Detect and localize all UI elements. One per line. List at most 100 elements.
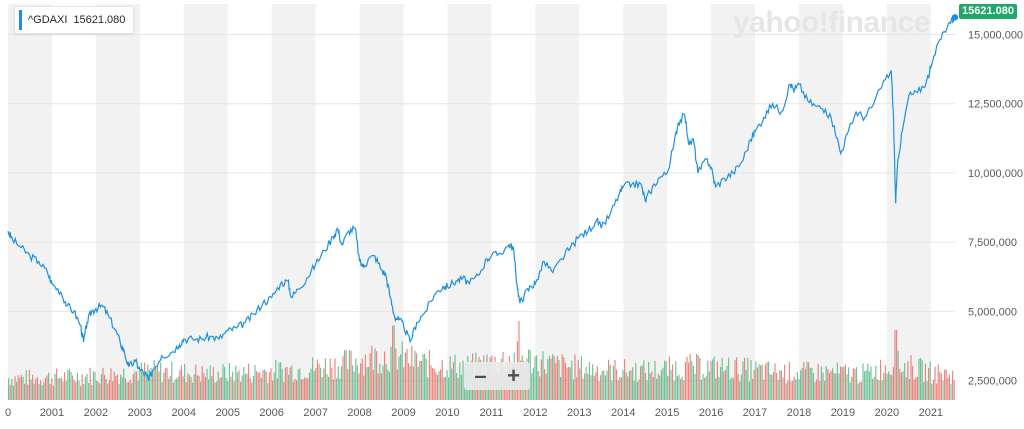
volume-bar [329,358,331,400]
volume-bar [849,382,851,400]
volume-bar [792,380,794,400]
volume-bar [734,360,736,400]
volume-bar [705,376,707,400]
volume-bar [334,358,336,400]
volume-bar [33,383,35,400]
volume-bar [625,372,627,400]
volume-bar [244,373,246,400]
volume-bar [737,373,739,400]
volume-bar [41,385,43,400]
year-band [183,4,228,400]
volume-bar [145,371,147,400]
volume-bar [230,376,232,400]
volume-bar [820,366,822,400]
volume-bar [910,355,912,400]
volume-bar [540,359,542,400]
volume-bar [166,367,168,400]
volume-bar [886,373,888,400]
volume-bar [427,377,429,400]
volume-bar [536,355,538,400]
volume-bar [598,381,600,400]
volume-bar [561,354,563,400]
volume-bar [649,373,651,400]
volume-bar [593,375,595,400]
volume-bar [452,362,454,400]
volume-bar [177,376,179,400]
volume-bar [611,380,613,400]
year-band [798,4,843,400]
volume-bar [638,379,640,400]
volume-bar [308,372,310,400]
volume-bar [379,363,381,400]
volume-bar [699,357,701,400]
volume-bar [352,365,354,400]
volume-bar [300,379,302,400]
volume-bar [179,370,181,400]
year-band [95,4,140,400]
zoom-in-button[interactable]: + [507,363,520,388]
volume-bar [628,371,630,400]
volume-bar [401,341,403,400]
volume-bar [422,354,424,400]
volume-bar [580,355,582,400]
volume-bar [110,368,112,400]
volume-bar [587,373,589,400]
volume-bar [763,379,765,400]
volume-bar [774,363,776,400]
volume-bar [657,373,659,400]
volume-bar [672,364,674,400]
volume-bar [204,377,206,400]
volume-bar [790,381,792,400]
volume-bar [860,381,862,400]
volume-bar [731,377,733,400]
volume-bar [316,359,318,400]
y-axis: 2,500,000 5,000,000 7,500,000 10,000,000 12,… [968,29,1023,387]
volume-bar [808,362,810,400]
volume-bar [118,384,120,400]
x-tick-label: 2003 [128,407,152,419]
volume-bar [444,376,446,400]
volume-bar [432,368,434,400]
volume-bar [446,370,448,400]
volume-bar [928,367,930,400]
volume-bar [854,368,856,400]
volume-bar [449,356,451,400]
volume-bar [460,374,462,400]
volume-bar [681,376,683,400]
volume-bar [294,378,296,400]
volume-bar [46,375,48,400]
volume-bar [844,364,846,400]
volume-bar [280,362,282,400]
volume-bar [785,383,787,400]
volume-bar [124,378,126,400]
volume-bar [636,381,638,400]
volume-bar [761,364,763,400]
year-band [711,4,756,400]
volume-bar [721,357,723,400]
volume-bar [926,381,928,400]
volume-bar [228,362,230,400]
volume-bar [782,377,784,400]
volume-bar [899,368,901,400]
volume-bar [560,376,562,400]
x-tick-label: 2014 [611,407,635,419]
volume-bar [68,368,70,400]
volume-bar [100,374,102,400]
volume-bar [366,367,368,400]
series-legend[interactable]: ^GDAXI 15621.080 [14,6,135,34]
volume-bar [908,378,910,400]
volume-bar [889,374,891,400]
volume-bar [153,360,155,400]
y-tick-label: 5,000,000 [968,306,1017,318]
volume-bar [299,368,301,400]
volume-bar [89,367,91,400]
volume-bar [83,383,85,400]
zoom-out-button[interactable]: – [474,363,487,388]
volume-bar [635,362,637,400]
year-band [359,4,404,400]
volume-bar [868,371,870,400]
volume-bar [544,369,546,400]
volume-bar [286,366,288,400]
volume-bar [307,378,309,400]
volume-bar [568,366,570,400]
